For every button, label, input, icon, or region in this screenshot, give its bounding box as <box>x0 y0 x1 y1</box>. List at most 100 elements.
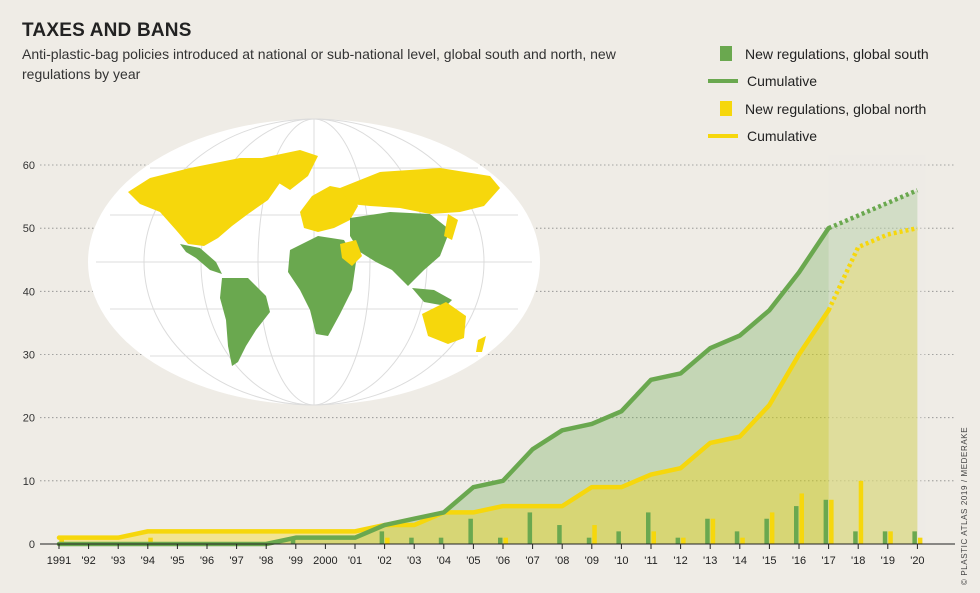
bar-north-'14 <box>740 537 745 544</box>
bar-south-'11 <box>646 512 651 544</box>
x-tick-label: '19 <box>881 555 895 567</box>
map-landmasses <box>128 150 500 366</box>
x-tick-label: '11 <box>644 555 658 567</box>
x-tick-label: '06 <box>496 555 510 567</box>
bar-north-'12 <box>681 537 686 544</box>
bar-south-'12 <box>675 537 681 544</box>
y-tick-label: 0 <box>29 539 35 551</box>
x-tick-label: '08 <box>555 555 569 567</box>
y-tick-label: 40 <box>23 286 35 298</box>
bar-south-'13 <box>705 518 710 544</box>
map-southeast-asia <box>412 288 452 306</box>
map-russia-north-asia <box>340 168 500 214</box>
x-tick-label: 2000 <box>313 555 337 567</box>
bar-south-'19 <box>882 531 888 544</box>
map-asia-south <box>350 212 450 286</box>
x-tick-label: '97 <box>229 555 243 567</box>
legend-item-north-bars: New regulations, global north <box>706 95 929 123</box>
x-tick-label: '17 <box>821 555 835 567</box>
map-africa <box>288 236 356 336</box>
bar-north-'02 <box>385 537 390 544</box>
credit: © PLASTIC ATLAS 2019 / MEDERAKE <box>960 426 969 585</box>
legend-swatch-north-line <box>708 134 738 139</box>
world-map <box>88 118 540 406</box>
legend-label: New regulations, global north <box>745 100 927 117</box>
legend-label: New regulations, global south <box>745 45 929 62</box>
x-tick-label: '12 <box>673 555 687 567</box>
projection-shade <box>828 155 926 544</box>
bar-south-'16 <box>794 506 799 544</box>
annual-bars <box>59 480 923 544</box>
bar-south-'08 <box>557 525 562 544</box>
x-tick-label: '93 <box>111 555 125 567</box>
x-tick-label: '15 <box>762 555 776 567</box>
bar-south-'07 <box>527 512 533 544</box>
y-tick-label: 60 <box>23 160 35 172</box>
x-tick-label: '18 <box>851 555 865 567</box>
legend: New regulations, global south Cumulative… <box>706 40 929 150</box>
x-tick-label: '92 <box>81 555 95 567</box>
bar-south-'14 <box>734 531 740 544</box>
x-tick-label: '10 <box>614 555 628 567</box>
y-tick-label: 20 <box>23 413 35 425</box>
map-europe <box>300 186 358 232</box>
bar-south-'04 <box>438 537 444 544</box>
bar-south-'18 <box>853 531 858 544</box>
x-tick-label: '05 <box>466 555 480 567</box>
bar-north-'16 <box>799 493 804 544</box>
y-tick-label: 30 <box>23 350 35 362</box>
bar-north-'13 <box>710 518 716 544</box>
area-cumulative-north <box>59 228 918 544</box>
x-tick-label: '07 <box>525 555 539 567</box>
legend-swatch-south-bar <box>720 46 732 62</box>
legend-label: Cumulative <box>747 73 818 90</box>
x-tick-label: '14 <box>733 555 747 567</box>
line-cumulative-south-projected <box>827 188 919 231</box>
bar-south-'15 <box>764 518 769 544</box>
x-tick-label: '03 <box>407 555 421 567</box>
x-tick-label: '94 <box>141 555 155 567</box>
legend-label: Cumulative <box>747 128 818 145</box>
bar-north-'18 <box>858 480 864 544</box>
axes: 1991 '92 '93 '94 '95 '96 '97 '98 '99 2000 '01 '02 '0… <box>40 543 955 567</box>
map-greenland <box>262 150 318 190</box>
y-tick-label: 50 <box>23 223 35 235</box>
bar-north-'17 <box>829 499 834 544</box>
bar-south-'06 <box>498 537 503 544</box>
legend-item-south-line: Cumulative <box>706 68 929 96</box>
map-arabia <box>340 240 362 266</box>
bar-north-'94 <box>148 537 153 544</box>
map-japan <box>444 214 458 240</box>
chart-title: TAXES AND BANS <box>22 20 192 41</box>
x-tick-label: 1991 <box>47 555 71 567</box>
map-australia <box>422 302 466 344</box>
line-cumulative-north-projected <box>826 225 918 312</box>
bar-north-'15 <box>769 512 775 544</box>
bar-north-'06 <box>503 537 508 544</box>
chart-subtitle: Anti-plastic-bag policies introduced at … <box>22 46 616 82</box>
x-tick-label: '04 <box>437 555 451 567</box>
bar-south-'09 <box>586 537 592 544</box>
legend-swatch-south-line <box>708 79 738 84</box>
x-tick-label: '99 <box>289 555 303 567</box>
legend-item-south-bars: New regulations, global south <box>706 40 929 68</box>
area-cumulative-south <box>59 190 918 544</box>
legend-swatch-north-bar <box>720 101 732 117</box>
bar-north-'20 <box>917 537 923 544</box>
x-tick-label: '98 <box>259 555 273 567</box>
x-tick-label: '01 <box>348 555 362 567</box>
legend-item-north-line: Cumulative <box>706 123 929 151</box>
bar-north-'11 <box>651 531 656 544</box>
bar-north-'09 <box>592 525 597 544</box>
bar-north-1991 <box>59 537 64 544</box>
bar-south-'02 <box>379 531 385 544</box>
bar-south-'10 <box>616 531 621 544</box>
x-tick-label: '02 <box>377 555 391 567</box>
bar-south-'03 <box>409 537 414 544</box>
map-south-america <box>220 278 270 366</box>
x-tick-label: '96 <box>200 555 214 567</box>
bar-south-'20 <box>912 531 917 544</box>
bar-south-'17 <box>823 499 829 544</box>
x-tick-label: '20 <box>910 555 924 567</box>
